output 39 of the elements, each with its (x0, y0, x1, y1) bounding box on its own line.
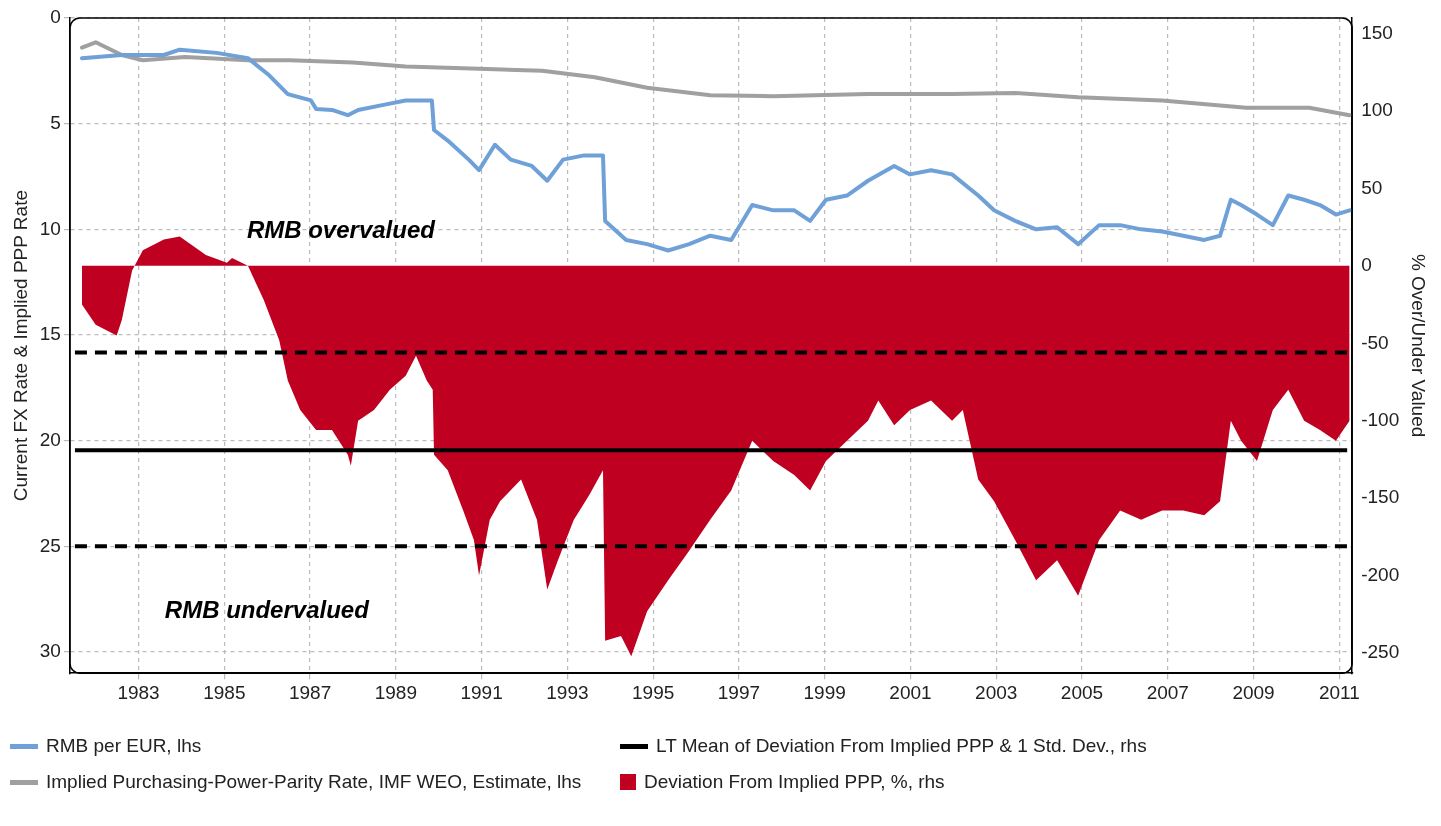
x-tick-label: 1989 (374, 681, 417, 703)
y-axis-title: Current FX Rate & Implied PPP Rate (9, 190, 31, 502)
y-tick-label: 30 (39, 640, 61, 662)
x-tick-label: 2001 (889, 681, 932, 703)
x-tick-label: 2007 (1146, 681, 1189, 703)
y2-tick-label: -100 (1361, 408, 1400, 430)
x-tick-label: 1997 (717, 681, 761, 703)
y2-axis-title: % Over/Under Valued (1408, 253, 1430, 438)
x-tick-label: 1987 (288, 681, 332, 703)
x-tick-label: 1999 (803, 681, 846, 703)
x-tick-label: 1983 (117, 681, 160, 703)
y2-tick-label: 50 (1361, 176, 1383, 198)
y-tick-label: 15 (39, 323, 61, 345)
annotation: RMB overvalued (246, 215, 437, 243)
x-tick-label: 2005 (1060, 681, 1104, 703)
y2-tick-label: -250 (1361, 641, 1400, 663)
y2-tick-label: -200 (1361, 563, 1400, 585)
y2-tick-label: -50 (1361, 331, 1389, 353)
x-tick-label: 1991 (460, 681, 503, 703)
x-tick-label: 2009 (1232, 681, 1275, 703)
y-tick-label: 0 (50, 6, 61, 28)
legend-label: RMB per EUR, lhs (46, 735, 202, 757)
x-tick-label: 1995 (632, 681, 675, 703)
x-tick-label: 1993 (546, 681, 589, 703)
x-tick-label: 2011 (1318, 681, 1360, 703)
x-tick-label: 1985 (203, 681, 246, 703)
y-tick-label: 10 (39, 217, 61, 239)
legend-label: Deviation From Implied PPP, %, rhs (644, 771, 945, 793)
legend-label: LT Mean of Deviation From Implied PPP & 1 Std. Dev., rhs (656, 735, 1147, 757)
legend-label: Implied Purchasing-Power-Parity Rate, IMF WEO, Estimate, lhs (46, 771, 582, 793)
annotation: RMB undervalued (164, 595, 371, 623)
y-tick-label: 20 (39, 428, 61, 450)
y2-tick-label: 100 (1361, 99, 1393, 121)
y2-tick-label: 150 (1361, 21, 1393, 43)
x-tick-label: 2003 (975, 681, 1018, 703)
y2-tick-label: 0 (1361, 254, 1372, 276)
y-tick-label: 25 (39, 534, 61, 556)
y2-tick-label: -150 (1361, 486, 1400, 508)
y-tick-label: 5 (50, 111, 61, 133)
